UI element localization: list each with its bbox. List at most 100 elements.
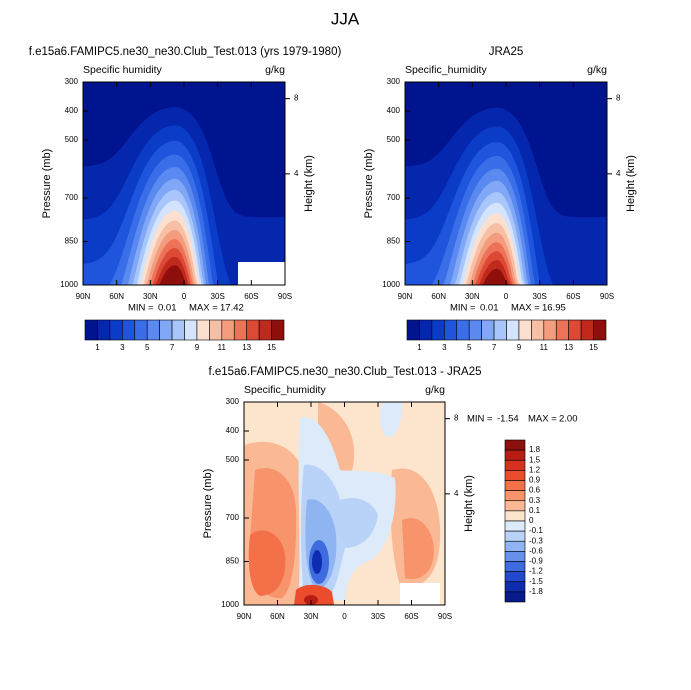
- x-tick-label: 30N: [143, 292, 158, 301]
- y2-axis-label: Height (km): [463, 475, 475, 532]
- colorbar-box: [504, 470, 526, 481]
- colorbar-box: [593, 319, 607, 341]
- colorbar-box: [468, 319, 482, 341]
- colorbar-box: [504, 551, 526, 562]
- figure-title: JJA: [331, 9, 360, 28]
- colorbar-label: -0.3: [529, 536, 543, 545]
- colorbar-box: [419, 319, 433, 341]
- y-tick-label: 700: [387, 193, 401, 202]
- colorbar-label: 1: [417, 343, 422, 352]
- field-band: [312, 550, 322, 574]
- x-tick-label: 30S: [211, 292, 225, 301]
- min-label: MIN =: [450, 303, 476, 314]
- missing-data: [238, 262, 285, 285]
- y2-axis-label: Height (km): [625, 155, 637, 212]
- max-label: MAX =: [528, 414, 557, 425]
- colorbar-box: [504, 561, 526, 572]
- x-tick-label: 90S: [278, 292, 292, 301]
- x-tick-label: 90S: [438, 612, 452, 621]
- x-tick-label: 30N: [304, 612, 319, 621]
- y-tick-label: 1000: [60, 280, 78, 289]
- colorbar-box: [444, 319, 458, 341]
- x-tick-label: 30S: [533, 292, 547, 301]
- y-tick-label: 850: [65, 237, 79, 246]
- y2-tick-label: 8: [616, 94, 621, 103]
- min-label: MIN =: [467, 414, 493, 425]
- colorbar-box: [504, 449, 526, 461]
- y-axis-label: Pressure (mb): [363, 149, 375, 219]
- colorbar-box: [159, 319, 173, 341]
- colorbar-label: 5: [467, 343, 472, 352]
- min-label: MIN =: [128, 303, 154, 314]
- y-tick-label: 1000: [382, 280, 400, 289]
- field: [405, 82, 607, 286]
- colorbar-label: 7: [492, 343, 497, 352]
- colorbar-box: [84, 319, 98, 341]
- colorbar-box: [504, 500, 526, 512]
- panel-title: f.e15a6.FAMIPC5.ne30_ne30.Club_Test.013 …: [29, 46, 342, 58]
- x-tick-label: 30S: [371, 612, 385, 621]
- min-value: 0.01: [480, 303, 499, 314]
- y-tick-label: 850: [226, 557, 240, 566]
- colorbar-box: [504, 480, 526, 491]
- colorbar-box: [506, 319, 520, 341]
- colorbar-box: [504, 530, 526, 542]
- colorbar-box: [97, 319, 111, 341]
- panel-subtitle: Specific_humidity: [405, 64, 487, 76]
- colorbar-label: 9: [517, 343, 522, 352]
- y-axis-label: Pressure (mb): [202, 469, 214, 539]
- colorbar-label: 3: [442, 343, 447, 352]
- colorbar-box: [171, 319, 185, 341]
- colorbar-label: 3: [120, 343, 125, 352]
- colorbar-label: 1: [95, 343, 100, 352]
- panel-units: g/kg: [265, 64, 285, 76]
- colorbar-box: [568, 319, 582, 341]
- field-band: [83, 248, 285, 285]
- field-band: [380, 402, 403, 438]
- y-tick-label: 850: [387, 237, 401, 246]
- y2-tick-label: 4: [454, 489, 459, 498]
- x-tick-label: 0: [182, 292, 187, 301]
- colorbar-box: [146, 319, 160, 341]
- field: [244, 402, 445, 605]
- y-tick-label: 500: [387, 135, 401, 144]
- y-tick-label: 700: [65, 193, 79, 202]
- colorbar-box: [504, 510, 526, 522]
- x-tick-label: 90N: [237, 612, 252, 621]
- y-tick-label: 400: [65, 106, 79, 115]
- field-band: [83, 256, 285, 285]
- y-tick-label: 700: [226, 513, 240, 522]
- min-value: -1.54: [497, 414, 519, 425]
- y2-tick-label: 8: [294, 94, 299, 103]
- colorbar-box: [233, 319, 247, 341]
- colorbar-box: [555, 319, 569, 341]
- colorbar-label: 0.6: [529, 486, 541, 495]
- field-band: [405, 260, 607, 285]
- x-tick-label: 90N: [76, 292, 91, 301]
- colorbar-label: 11: [540, 343, 549, 352]
- colorbar-label: 7: [170, 343, 175, 352]
- x-tick-label: 30N: [465, 292, 480, 301]
- colorbar-label: 15: [267, 343, 276, 352]
- y-tick-label: 300: [387, 77, 401, 86]
- axes: f.e15a6.FAMIPC5.ne30_ne30.Club_Test.013 …: [29, 46, 637, 621]
- colorbar-box: [493, 319, 507, 341]
- field-band: [248, 530, 286, 596]
- colorbar-box: [504, 439, 526, 451]
- y2-tick-label: 8: [454, 414, 459, 423]
- missing-data: [400, 583, 440, 605]
- colorbar-label: 13: [242, 343, 251, 352]
- colorbar-box: [504, 571, 526, 583]
- colorbar-label: 1.2: [529, 465, 541, 474]
- colorbar-box: [504, 490, 526, 502]
- colorbar-box: [481, 319, 495, 341]
- y2-tick-label: 4: [294, 169, 299, 178]
- panel-title: JRA25: [489, 46, 524, 58]
- y-tick-label: 1000: [221, 600, 239, 609]
- colorbar-label: -0.1: [529, 526, 543, 535]
- colorbar-box: [246, 319, 260, 341]
- colorbar-label: 1.8: [529, 445, 541, 454]
- colorbar-label: -1.8: [529, 587, 543, 596]
- min-value: 0.01: [158, 303, 177, 314]
- colorbar-box: [109, 319, 123, 341]
